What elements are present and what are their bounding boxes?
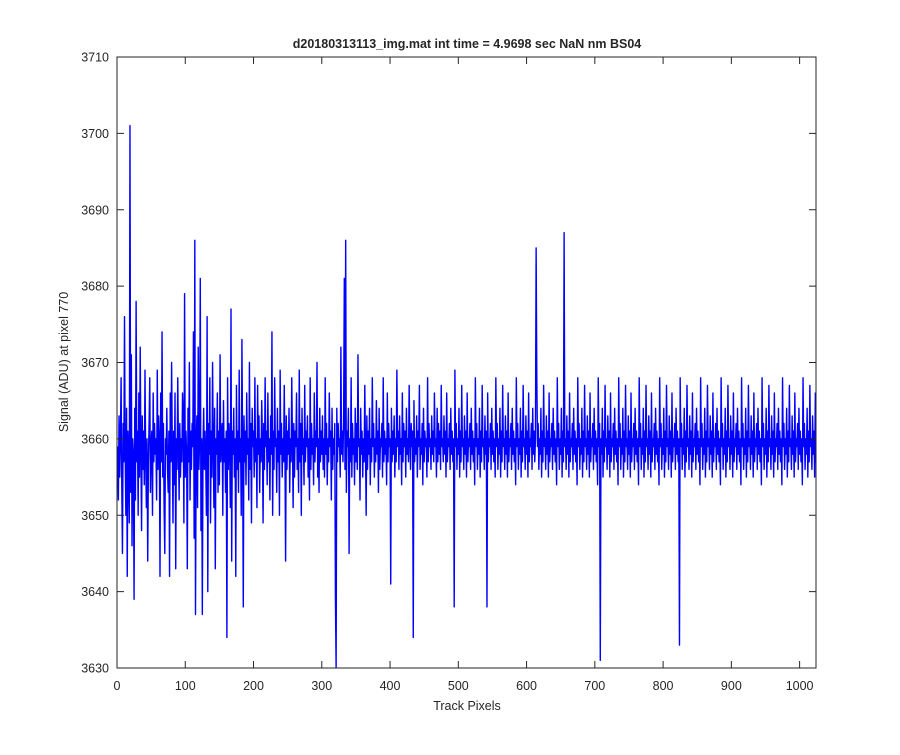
x-tick-label: 500 (448, 679, 469, 693)
ticks-group: 0 100 200 300 400 500 600 700 800 900 1000 3630 3640… (81, 51, 816, 693)
x-tick-label: 600 (516, 679, 537, 693)
series-line-0 (117, 125, 816, 668)
y-tick-label: 3700 (81, 127, 109, 141)
x-axis-label: Track Pixels (433, 699, 501, 713)
y-tick-label: 3630 (81, 662, 109, 676)
x-tick-label: 100 (175, 679, 196, 693)
y-tick-label: 3640 (81, 585, 109, 599)
chart-title: d20180313113_img.mat int time = 4.9698 s… (293, 37, 642, 51)
x-tick-label: 700 (584, 679, 605, 693)
series-group (117, 125, 816, 668)
y-tick-label: 3690 (81, 203, 109, 217)
x-tick-label: 300 (311, 679, 332, 693)
x-tick-label: 900 (721, 679, 742, 693)
x-tick-label: 200 (243, 679, 264, 693)
x-tick-label: 0 (114, 679, 121, 693)
y-tick-label: 3650 (81, 509, 109, 523)
plot-background (117, 57, 816, 668)
plot-area (117, 57, 816, 668)
x-tick-label: 1000 (786, 679, 814, 693)
y-tick-label: 3670 (81, 356, 109, 370)
y-tick-label: 3680 (81, 280, 109, 294)
y-axis-label: Signal (ADU) at pixel 770 (57, 292, 71, 432)
x-tick-label: 400 (380, 679, 401, 693)
y-tick-label: 3710 (81, 51, 109, 65)
x-tick-label: 800 (653, 679, 674, 693)
y-tick-label: 3660 (81, 432, 109, 446)
